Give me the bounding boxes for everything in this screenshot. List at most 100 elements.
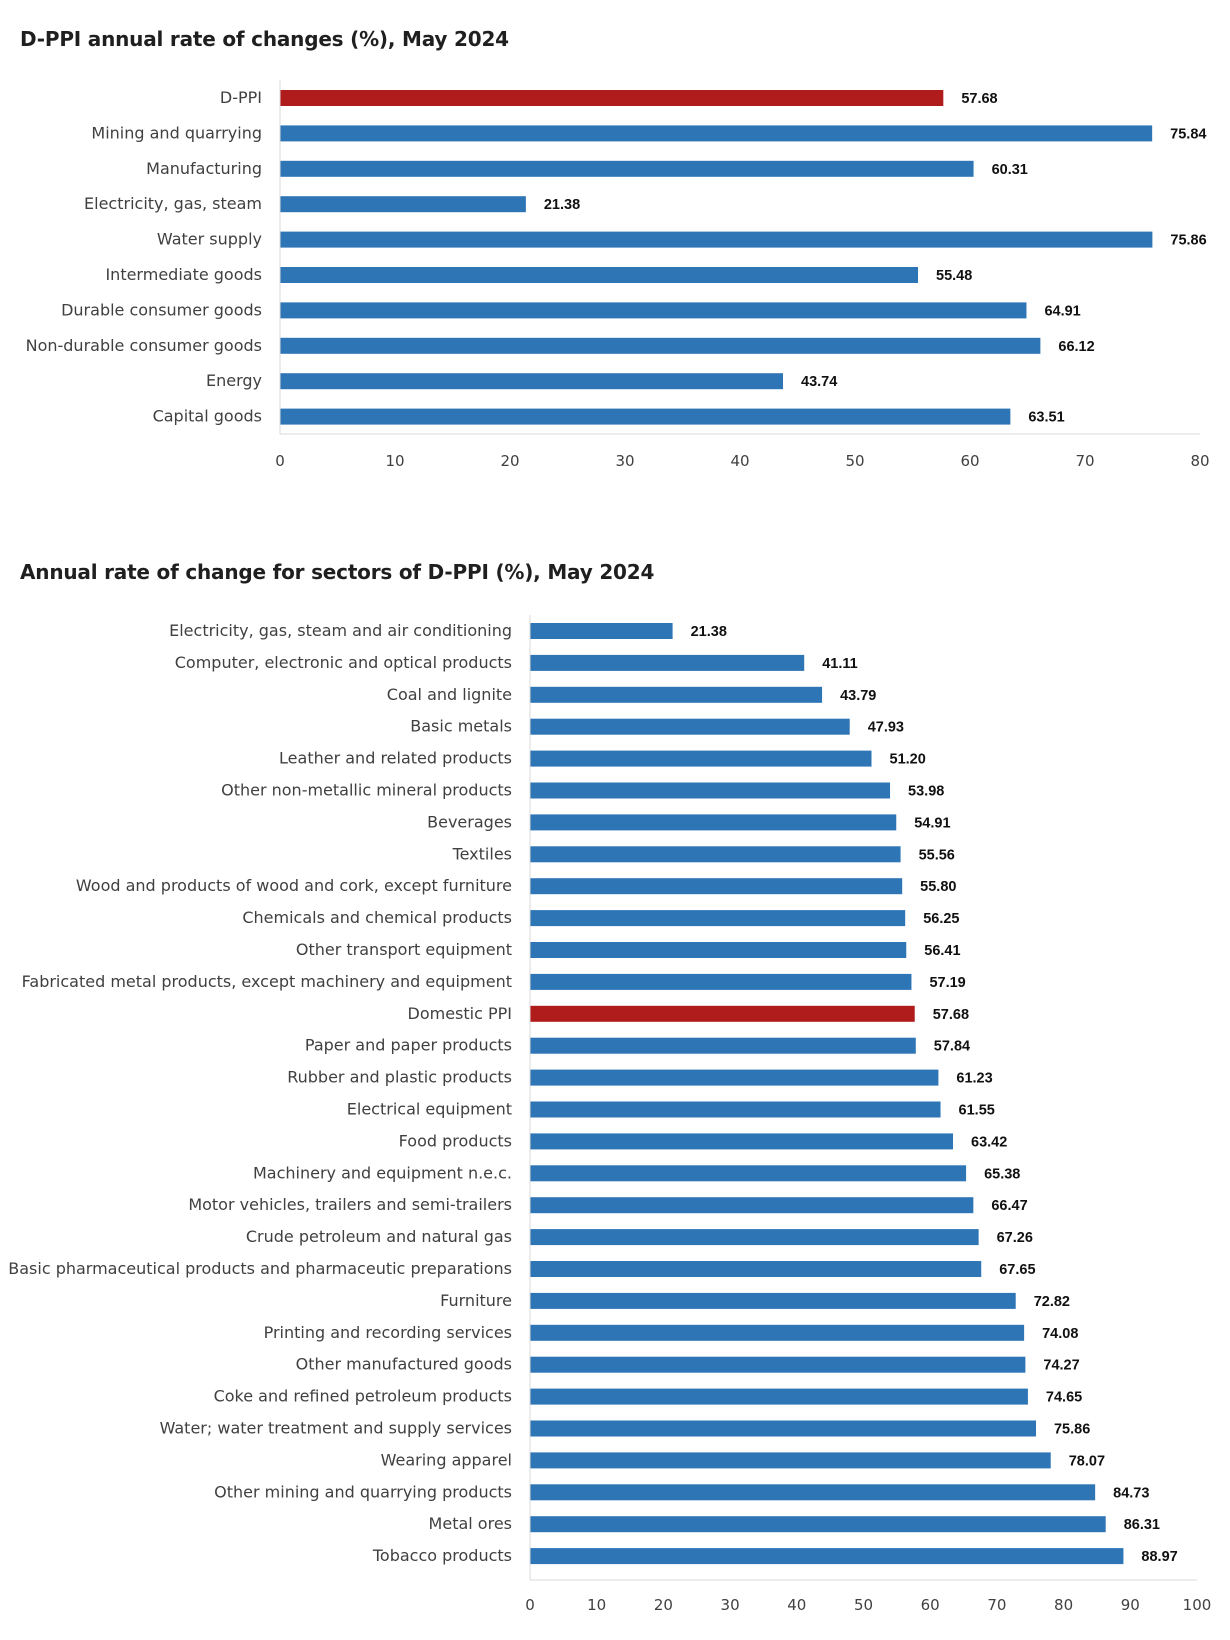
category-label: Non-durable consumer goods — [26, 336, 262, 355]
bar-series — [530, 942, 907, 958]
x-tick-label: 90 — [1121, 1596, 1140, 1614]
category-label: Capital goods — [153, 407, 262, 426]
x-tick-label: 80 — [1054, 1596, 1073, 1614]
x-tick-label: 20 — [500, 452, 519, 470]
bar-series — [280, 231, 1153, 248]
bar-series — [530, 973, 912, 990]
bar-series — [530, 686, 823, 703]
data-label: 41.11 — [822, 656, 858, 672]
category-label: Paper and paper products — [305, 1036, 512, 1055]
bar-series — [280, 373, 784, 390]
bar-series — [530, 1037, 916, 1054]
category-label: Machinery and equipment n.e.c. — [253, 1163, 512, 1182]
bar-series — [280, 160, 974, 177]
category-label: Electricity, gas, steam — [84, 194, 262, 213]
data-label: 74.65 — [1046, 1390, 1082, 1406]
data-label: 65.38 — [984, 1166, 1020, 1182]
bar-series — [530, 623, 673, 639]
bar-series — [280, 337, 1041, 354]
data-label: 63.51 — [1028, 410, 1064, 426]
data-label: 43.74 — [801, 374, 837, 390]
bar-series — [280, 196, 526, 213]
x-tick-label: 60 — [960, 452, 979, 470]
bar-series — [530, 654, 805, 671]
x-tick-label: 40 — [787, 1596, 806, 1614]
data-label: 86.31 — [1124, 1517, 1160, 1533]
bar-series — [530, 878, 903, 895]
category-label: Crude petroleum and natural gas — [246, 1227, 512, 1246]
bar-series — [530, 718, 850, 735]
data-label: 57.19 — [929, 975, 965, 991]
bar-series — [530, 750, 872, 767]
data-label: 57.84 — [934, 1039, 970, 1055]
x-tick-label: 10 — [385, 452, 404, 470]
data-label: 57.68 — [933, 1007, 969, 1023]
category-label: Leather and related products — [279, 749, 512, 768]
chart-1-plot: D-PPI 57.68 Mining and quarrying 75.84 Manuf… — [26, 80, 1210, 470]
data-label: 54.91 — [914, 815, 950, 831]
category-label: Tobacco products — [372, 1546, 512, 1565]
bar-series — [280, 125, 1153, 142]
bar-series — [530, 814, 897, 831]
bar-series — [530, 1388, 1028, 1405]
data-label: 55.80 — [920, 879, 956, 895]
x-tick-label: 60 — [921, 1596, 940, 1614]
data-label: 75.84 — [1170, 126, 1206, 142]
x-tick-label: 30 — [615, 452, 634, 470]
bar-series — [530, 1484, 1096, 1501]
x-tick-label: 10 — [587, 1596, 606, 1614]
bar-series — [280, 302, 1027, 319]
category-label: Water supply — [157, 230, 262, 249]
category-label: Energy — [206, 371, 262, 390]
bar-series — [530, 1165, 967, 1182]
chart-2-title: Annual rate of change for sectors of D-P… — [20, 560, 655, 584]
data-label: 64.91 — [1044, 303, 1080, 319]
data-label: 57.68 — [961, 91, 997, 107]
data-label: 51.20 — [890, 752, 926, 768]
category-label: Printing and recording services — [264, 1323, 512, 1342]
category-label: Electricity, gas, steam and air conditio… — [169, 621, 512, 640]
chart-1-title: D-PPI annual rate of changes (%), May 20… — [20, 27, 509, 51]
category-label: Other mining and quarrying products — [214, 1482, 512, 1501]
chart-2-plot: Electricity, gas, steam and air conditio… — [8, 615, 1212, 1614]
bar-highlight — [280, 90, 944, 106]
data-label: 67.65 — [999, 1262, 1035, 1278]
data-label: 74.08 — [1042, 1326, 1078, 1342]
data-label: 21.38 — [691, 624, 727, 640]
data-label: 60.31 — [992, 162, 1028, 178]
x-tick-label: 70 — [987, 1596, 1006, 1614]
bar-series — [530, 1356, 1026, 1373]
category-label: Coke and refined petroleum products — [214, 1387, 512, 1406]
category-label: Water; water treatment and supply servic… — [160, 1419, 512, 1438]
bar-series — [530, 1197, 974, 1214]
category-label: Manufacturing — [146, 159, 262, 178]
category-label: Mining and quarrying — [91, 123, 262, 142]
category-label: Electrical equipment — [347, 1100, 512, 1119]
category-label: Furniture — [440, 1291, 512, 1310]
category-label: Basic metals — [410, 717, 512, 736]
bar-series — [530, 1133, 954, 1150]
x-tick-label: 100 — [1183, 1596, 1212, 1614]
category-label: Durable consumer goods — [61, 300, 262, 319]
bar-series — [530, 846, 901, 863]
category-label: Fabricated metal products, except machin… — [22, 972, 512, 991]
data-label: 66.47 — [991, 1198, 1027, 1214]
bar-series — [530, 1324, 1025, 1341]
bar-series — [530, 1261, 982, 1277]
x-tick-label: 80 — [1190, 452, 1209, 470]
data-label: 72.82 — [1034, 1294, 1070, 1310]
category-label: Textiles — [452, 844, 512, 863]
bar-series — [530, 1292, 1016, 1309]
bar-series — [530, 1420, 1036, 1437]
x-tick-label: 70 — [1075, 452, 1094, 470]
category-label: Beverages — [427, 812, 512, 831]
bar-series — [530, 1516, 1106, 1533]
category-label: Intermediate goods — [105, 265, 262, 284]
bar-series — [530, 1452, 1051, 1469]
data-label: 21.38 — [544, 197, 580, 213]
x-tick-label: 40 — [730, 452, 749, 470]
category-label: Basic pharmaceutical products and pharma… — [8, 1259, 512, 1278]
data-label: 66.12 — [1058, 339, 1094, 355]
bar-series — [530, 1101, 941, 1118]
data-label: 43.79 — [840, 688, 876, 704]
